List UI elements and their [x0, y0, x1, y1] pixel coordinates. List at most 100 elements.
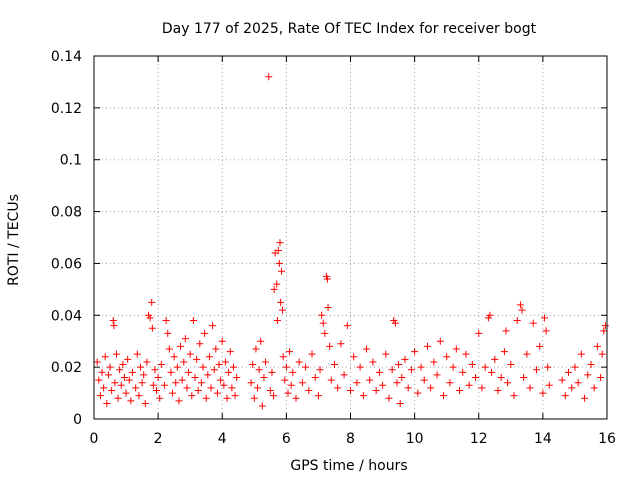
data-point — [93, 358, 101, 366]
data-point — [587, 361, 595, 369]
data-point — [369, 358, 377, 366]
data-point — [375, 368, 383, 376]
data-point — [103, 399, 111, 407]
x-tick-label: 12 — [470, 431, 488, 447]
data-point — [393, 379, 401, 387]
y-tick-label: 0.08 — [51, 205, 82, 221]
data-point — [101, 353, 109, 361]
data-point — [110, 322, 118, 330]
data-point — [122, 389, 130, 397]
x-tick-label: 14 — [534, 431, 552, 447]
data-point — [395, 361, 403, 369]
data-point — [175, 397, 183, 405]
data-point — [140, 371, 148, 379]
x-tick-label: 16 — [598, 431, 616, 447]
x-axis-label: GPS time / hours — [290, 458, 407, 474]
data-point — [452, 345, 460, 353]
x-tick-label: 6 — [282, 431, 291, 447]
data-point — [250, 394, 258, 402]
data-point — [590, 384, 598, 392]
data-point — [114, 394, 122, 402]
data-point — [584, 371, 592, 379]
chart-title: Day 177 of 2025, Rate Of TEC Index for r… — [162, 21, 537, 37]
data-point — [574, 379, 582, 387]
data-point — [598, 350, 606, 358]
data-point — [366, 376, 374, 384]
data-point — [353, 379, 361, 387]
data-point — [170, 353, 178, 361]
data-point — [334, 384, 342, 392]
x-tick-label: 8 — [346, 431, 355, 447]
data-point — [265, 73, 273, 81]
data-point — [143, 358, 151, 366]
data-point — [532, 366, 540, 374]
data-point — [523, 350, 531, 358]
data-point — [153, 386, 161, 394]
data-point — [475, 329, 483, 337]
data-point — [385, 394, 393, 402]
y-tick-label: 0.1 — [60, 153, 82, 169]
data-point — [136, 363, 144, 371]
data-point — [204, 371, 212, 379]
data-point — [311, 374, 319, 382]
data-point — [327, 376, 335, 384]
data-point — [287, 381, 295, 389]
data-point — [540, 314, 548, 322]
data-point — [600, 327, 608, 335]
data-point — [420, 376, 428, 384]
data-point — [359, 392, 367, 400]
data-point — [108, 386, 116, 394]
data-point — [270, 392, 278, 400]
data-point — [116, 366, 124, 374]
data-point — [178, 376, 186, 384]
data-point — [558, 376, 566, 384]
data-point — [462, 350, 470, 358]
data-point — [112, 350, 120, 358]
data-point — [488, 368, 496, 376]
data-point — [226, 348, 234, 356]
data-point — [544, 363, 552, 371]
data-point — [284, 389, 292, 397]
data-point — [228, 384, 236, 392]
data-point — [177, 342, 185, 350]
data-point — [491, 355, 499, 363]
data-point — [597, 374, 605, 382]
data-point — [316, 366, 324, 374]
data-point — [481, 363, 489, 371]
data-point — [539, 389, 547, 397]
data-point — [465, 381, 473, 389]
grid-layer — [94, 56, 607, 419]
data-point — [407, 366, 415, 374]
data-point — [278, 267, 286, 275]
data-point — [233, 374, 241, 382]
data-point — [165, 345, 173, 353]
data-point — [124, 355, 132, 363]
data-point — [138, 379, 146, 387]
data-point — [127, 397, 135, 405]
data-point — [270, 285, 278, 293]
data-point — [183, 384, 191, 392]
data-point — [217, 376, 225, 384]
y-tick-label: 0.04 — [51, 308, 82, 324]
data-point — [189, 316, 197, 324]
data-point — [181, 335, 189, 343]
data-point — [212, 345, 220, 353]
data-point — [568, 384, 576, 392]
data-point — [167, 368, 175, 376]
x-tick-label: 2 — [154, 431, 163, 447]
y-tick-label: 0.14 — [51, 49, 82, 65]
data-point — [542, 327, 550, 335]
data-point — [279, 306, 287, 314]
data-point — [120, 374, 128, 382]
data-point — [119, 361, 127, 369]
data-point — [133, 350, 141, 358]
data-point — [439, 392, 447, 400]
data-point — [581, 394, 589, 402]
data-point — [207, 384, 215, 392]
data-point — [518, 306, 526, 314]
data-point — [146, 314, 154, 322]
data-point — [324, 304, 332, 312]
data-point — [109, 316, 117, 324]
data-point — [282, 363, 290, 371]
